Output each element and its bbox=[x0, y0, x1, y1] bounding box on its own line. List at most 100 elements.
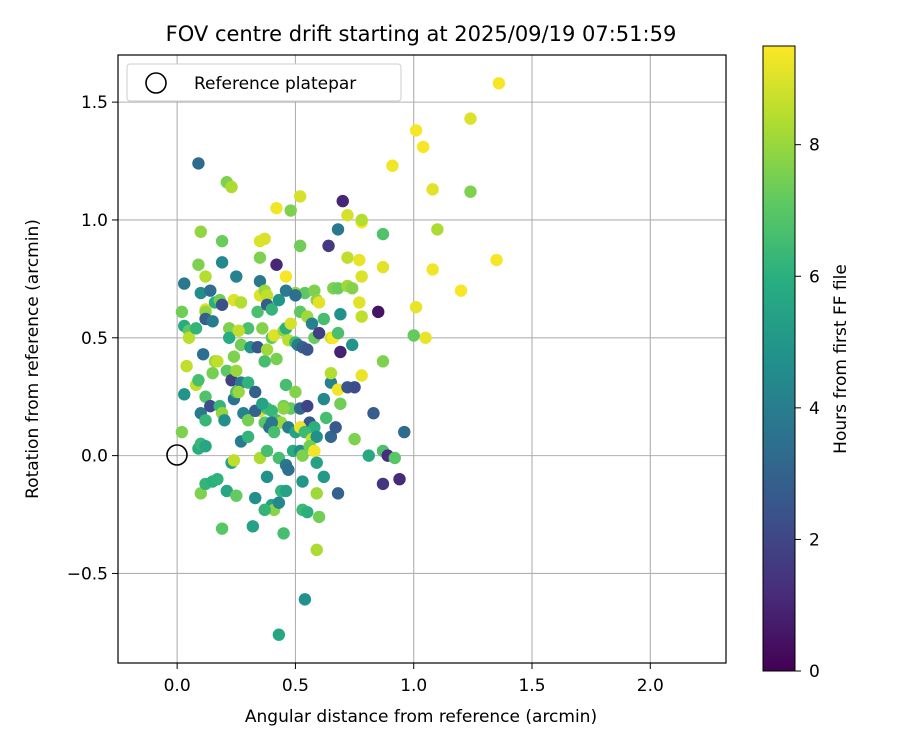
data-point bbox=[388, 451, 401, 465]
data-point bbox=[279, 270, 293, 283]
data-point bbox=[324, 366, 338, 380]
data-point bbox=[215, 522, 229, 535]
data-point bbox=[232, 324, 245, 337]
data-point bbox=[206, 315, 219, 328]
data-point bbox=[329, 421, 342, 434]
data-point bbox=[230, 364, 243, 377]
colorbar-gradient bbox=[762, 45, 796, 672]
y-tick-label: 1.0 bbox=[81, 211, 108, 231]
colorbar: 0 2 4 6 8 Hours from first FF file bbox=[762, 45, 851, 682]
data-points bbox=[175, 77, 506, 641]
data-point bbox=[492, 77, 506, 90]
data-point bbox=[199, 390, 212, 403]
data-point bbox=[182, 331, 196, 344]
data-point bbox=[296, 475, 309, 488]
data-point bbox=[331, 282, 345, 295]
data-point bbox=[265, 416, 278, 429]
data-point bbox=[367, 407, 380, 420]
data-point bbox=[348, 432, 361, 446]
data-point bbox=[194, 286, 208, 300]
data-point bbox=[341, 251, 354, 264]
data-point bbox=[215, 234, 229, 248]
data-point bbox=[331, 326, 345, 340]
data-point bbox=[289, 289, 302, 302]
data-point bbox=[348, 381, 361, 394]
data-point bbox=[376, 355, 390, 368]
data-point bbox=[194, 487, 208, 500]
data-point bbox=[246, 520, 260, 533]
colorbar-tick-label: 2 bbox=[809, 530, 820, 550]
data-point bbox=[234, 338, 248, 352]
data-point bbox=[279, 484, 293, 498]
data-point bbox=[298, 286, 312, 300]
data-point bbox=[312, 326, 326, 340]
data-point bbox=[334, 308, 347, 321]
data-point bbox=[312, 510, 326, 524]
data-point bbox=[334, 345, 347, 359]
data-point bbox=[376, 227, 390, 241]
axis-ticks: 0.0 0.5 1.0 1.5 2.0 −0.5 0.0 0.5 1.0 1.5 bbox=[67, 93, 664, 696]
data-point bbox=[230, 270, 243, 283]
data-point bbox=[192, 258, 205, 271]
data-point bbox=[293, 239, 307, 253]
data-point bbox=[256, 397, 269, 410]
data-point bbox=[310, 430, 323, 443]
data-point bbox=[282, 463, 295, 476]
data-point bbox=[270, 258, 283, 271]
data-point bbox=[419, 331, 432, 344]
data-point bbox=[253, 251, 267, 264]
data-point bbox=[204, 399, 217, 413]
grid bbox=[118, 55, 726, 663]
legend-label: Reference platepar bbox=[194, 74, 356, 94]
x-axis-label: Angular distance from reference (arcmin) bbox=[245, 707, 597, 727]
colorbar-tick-label: 4 bbox=[809, 399, 820, 419]
data-point bbox=[409, 124, 423, 137]
legend-box bbox=[126, 63, 402, 102]
data-point bbox=[258, 503, 271, 517]
data-point bbox=[272, 496, 286, 509]
y-tick-label: −0.5 bbox=[67, 564, 108, 584]
data-point bbox=[215, 298, 229, 311]
plot-frame bbox=[117, 54, 727, 664]
x-tick-label: 0.0 bbox=[164, 676, 191, 696]
data-point bbox=[204, 284, 217, 297]
data-point bbox=[251, 305, 264, 319]
data-point bbox=[312, 296, 326, 309]
data-point bbox=[293, 190, 307, 203]
data-point bbox=[331, 383, 345, 396]
data-point bbox=[398, 425, 411, 439]
data-point bbox=[260, 444, 274, 458]
data-point bbox=[407, 329, 420, 342]
data-point bbox=[260, 289, 274, 302]
data-point bbox=[298, 593, 312, 606]
data-point bbox=[260, 343, 274, 356]
data-point bbox=[178, 277, 191, 290]
data-point bbox=[192, 157, 205, 170]
data-point bbox=[241, 376, 255, 389]
x-tick-label: 0.5 bbox=[282, 676, 309, 696]
data-point bbox=[355, 213, 368, 227]
data-point bbox=[301, 399, 314, 413]
data-point bbox=[296, 449, 309, 462]
data-point bbox=[284, 317, 297, 330]
data-point bbox=[192, 374, 205, 387]
data-point bbox=[272, 628, 286, 641]
data-point bbox=[175, 425, 189, 439]
data-point bbox=[194, 225, 208, 238]
legend: Reference platepar bbox=[126, 63, 402, 102]
colorbar-tick-label: 6 bbox=[809, 267, 820, 287]
data-point bbox=[241, 414, 255, 427]
data-point bbox=[355, 369, 368, 382]
data-point bbox=[346, 282, 359, 295]
data-point bbox=[310, 456, 323, 469]
x-tick-label: 1.0 bbox=[400, 676, 427, 696]
data-point bbox=[258, 355, 271, 368]
y-axis-label: Rotation from reference (arcmin) bbox=[23, 219, 43, 499]
data-point bbox=[189, 322, 203, 335]
data-point bbox=[331, 223, 345, 236]
data-point bbox=[225, 180, 238, 194]
colorbar-tick-label: 8 bbox=[809, 136, 820, 156]
colorbar-tick-label: 0 bbox=[809, 662, 820, 682]
colorbar-label: Hours from first FF file bbox=[831, 264, 851, 454]
data-point bbox=[218, 414, 231, 427]
